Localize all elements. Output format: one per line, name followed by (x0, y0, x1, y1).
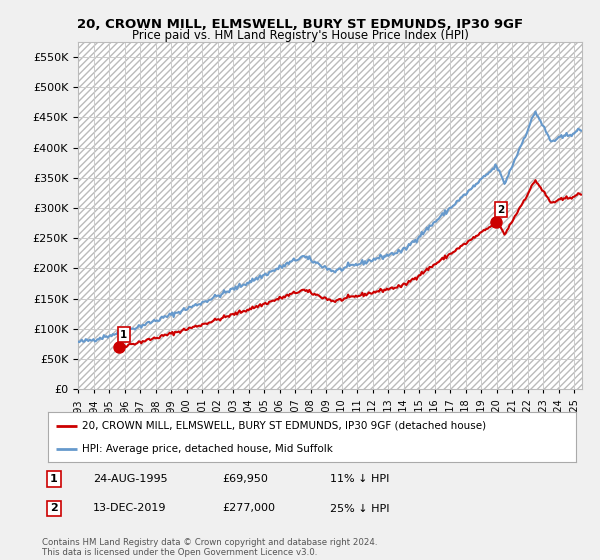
Text: £69,950: £69,950 (222, 474, 268, 484)
Text: 20, CROWN MILL, ELMSWELL, BURY ST EDMUNDS, IP30 9GF: 20, CROWN MILL, ELMSWELL, BURY ST EDMUND… (77, 18, 523, 31)
Text: HPI: Average price, detached house, Mid Suffolk: HPI: Average price, detached house, Mid … (82, 445, 333, 454)
Text: £277,000: £277,000 (222, 503, 275, 514)
Text: 13-DEC-2019: 13-DEC-2019 (93, 503, 167, 514)
Text: 25% ↓ HPI: 25% ↓ HPI (330, 503, 389, 514)
Text: Contains HM Land Registry data © Crown copyright and database right 2024.
This d: Contains HM Land Registry data © Crown c… (42, 538, 377, 557)
Text: 20, CROWN MILL, ELMSWELL, BURY ST EDMUNDS, IP30 9GF (detached house): 20, CROWN MILL, ELMSWELL, BURY ST EDMUND… (82, 421, 487, 431)
Text: 1: 1 (120, 330, 127, 340)
Text: 2: 2 (497, 205, 505, 215)
Text: 2: 2 (50, 503, 58, 514)
Text: 1: 1 (50, 474, 58, 484)
Text: 11% ↓ HPI: 11% ↓ HPI (330, 474, 389, 484)
Text: Price paid vs. HM Land Registry's House Price Index (HPI): Price paid vs. HM Land Registry's House … (131, 29, 469, 42)
Text: 24-AUG-1995: 24-AUG-1995 (93, 474, 167, 484)
